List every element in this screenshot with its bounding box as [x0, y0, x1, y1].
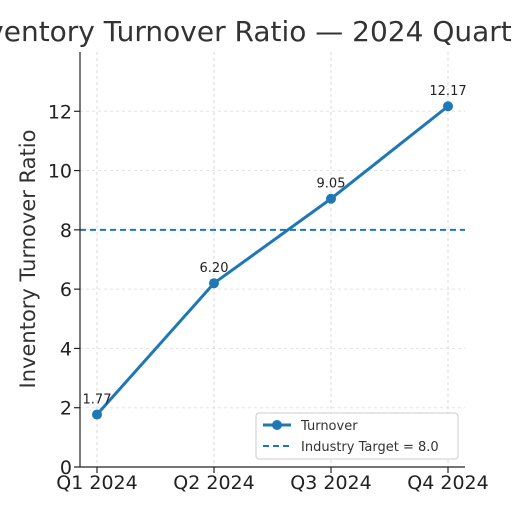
- data-point: [326, 193, 336, 204]
- y-tick-label: 8: [60, 220, 72, 242]
- y-tick-label: 10: [48, 161, 72, 183]
- y-tick-label: 4: [60, 338, 72, 360]
- grid: [80, 52, 465, 467]
- data-point: [209, 278, 219, 289]
- data-point: [92, 409, 102, 420]
- legend-box: [255, 412, 459, 460]
- data-label: 6.20: [200, 261, 229, 276]
- x-ticks: Q1 2024 Q2 2024 Q3 2024 Q4 2024: [56, 467, 489, 494]
- y-ticks: 0 2 4 6 8 10 12: [48, 101, 80, 479]
- data-label: 9.05: [317, 177, 346, 192]
- x-tick-label: Q1 2024: [56, 472, 137, 494]
- data-label: 1.77: [83, 393, 112, 408]
- data-point: [443, 101, 453, 112]
- y-axis-label: Inventory Turnover Ratio: [16, 130, 40, 389]
- data-labels-layer: 1.77 6.20 9.05 12.17: [83, 84, 467, 407]
- y-tick-label: 6: [60, 279, 72, 301]
- series-layer: [92, 101, 453, 420]
- y-tick-label: 12: [48, 101, 72, 123]
- y-tick-label: 0: [60, 457, 72, 479]
- x-tick-label: Q3 2024: [290, 472, 371, 494]
- x-tick-label: Q4 2024: [407, 472, 488, 494]
- chart-title: Inventory Turnover Ratio — 2024 Quarterl…: [0, 15, 512, 48]
- legend: Turnover Industry Target = 8.0: [255, 412, 459, 460]
- legend-series-label: Turnover: [300, 419, 358, 434]
- series-line: [95, 105, 449, 416]
- legend-reference-label: Industry Target = 8.0: [301, 440, 439, 455]
- legend-series-marker: [272, 420, 282, 430]
- data-label: 12.17: [429, 84, 466, 99]
- x-tick-label: Q2 2024: [173, 472, 254, 494]
- y-tick-label: 2: [60, 398, 72, 420]
